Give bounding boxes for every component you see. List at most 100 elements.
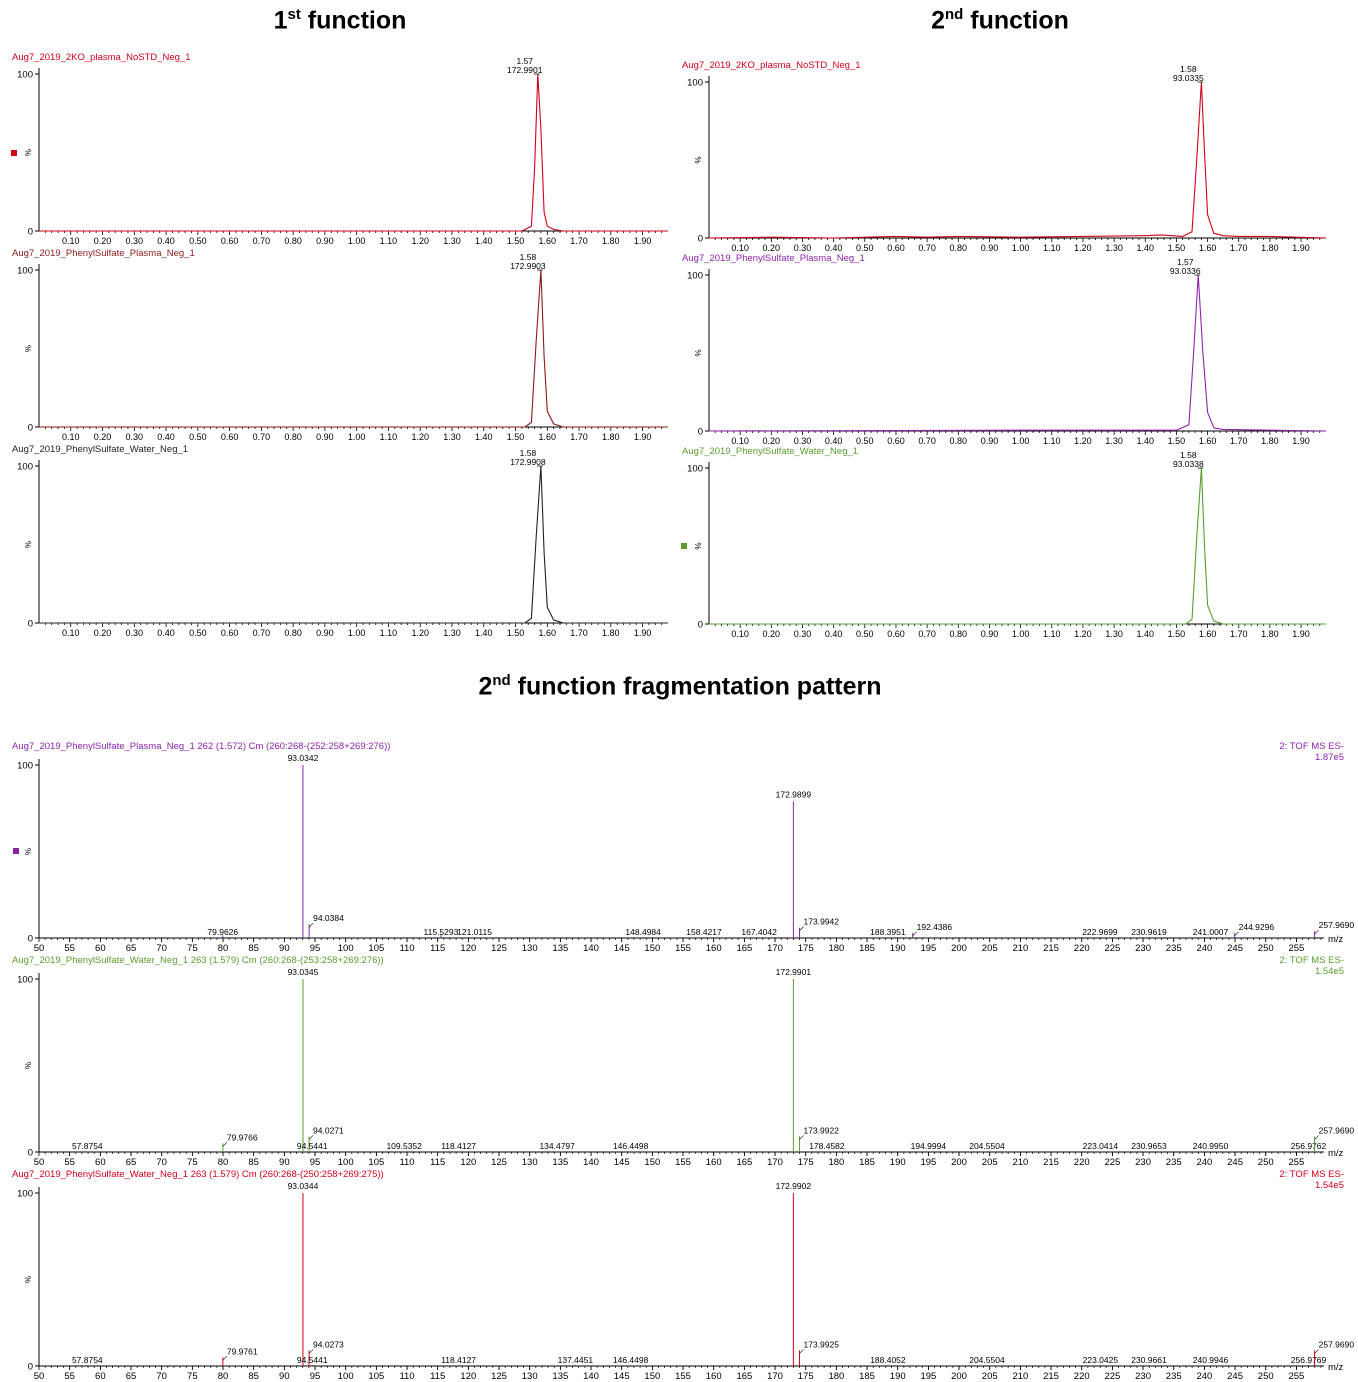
m2-x-tick-label: 175	[798, 1157, 814, 1168]
title-first-function: 1st function	[200, 6, 480, 35]
m2-x-tick-label: 60	[95, 1157, 106, 1168]
m3-x-tick-label: 200	[951, 1371, 967, 1382]
c6-peak-mass-label: 93.0338	[1173, 459, 1204, 469]
m2-x-tick-label: 130	[522, 1157, 538, 1168]
m1-x-tick-label: 160	[706, 943, 722, 954]
m3-x-tick-label: 165	[736, 1371, 752, 1382]
c5-peak-time-label: 1.57	[1177, 257, 1194, 267]
c4-y-axis-label: %	[694, 156, 703, 163]
c3-x-tick-label: 1.00	[348, 628, 366, 638]
c2-x-tick-label: 0.40	[157, 432, 175, 442]
c6-chart-title: Aug7_2019_PhenylSulfate_Water_Neg_1	[682, 446, 858, 457]
m2-x-tick-label: 90	[279, 1157, 290, 1168]
c3-peak-mass-label: 172.9908	[510, 457, 546, 467]
m1-x-tick-label: 75	[187, 943, 198, 954]
m3-y-tick-label: 0	[28, 1362, 33, 1373]
m2-peak-label: 94.0271	[313, 1125, 344, 1135]
c4-y-tick-label: 0	[698, 234, 703, 245]
c2-x-tick-label: 1.50	[507, 432, 525, 442]
m2-x-tick-label: 205	[982, 1157, 998, 1168]
c6-x-tick-label: 1.90	[1292, 629, 1310, 639]
c3-x-tick-label: 1.70	[570, 628, 588, 638]
m2-y-axis-label: %	[24, 1062, 33, 1069]
m2-peak-label: 94.5441	[297, 1141, 328, 1151]
m1-peak-label: 93.0342	[288, 753, 319, 763]
c1-x-tick-label: 1.60	[539, 236, 557, 246]
m3-x-tick-label: 190	[890, 1371, 906, 1382]
m2-x-tick-label: 180	[828, 1157, 844, 1168]
c6-x-tick-label: 0.40	[825, 629, 843, 639]
m2-x-tick-label: 120	[460, 1157, 476, 1168]
c5-x-tick-label: 0.60	[887, 436, 905, 446]
c3-peak-time-label: 1.58	[520, 448, 537, 458]
c1-legend-marker	[11, 150, 17, 156]
c5-x-tick-label: 0.20	[763, 436, 781, 446]
m3-x-tick-label: 60	[95, 1371, 106, 1382]
c1-x-tick-label: 0.10	[62, 236, 80, 246]
c1-series-line	[39, 73, 668, 232]
m2-x-tick-label: 135	[552, 1157, 568, 1168]
m1-peak-label: 158.4217	[686, 927, 722, 937]
m2-peak-label: 194.9994	[911, 1141, 947, 1151]
c5-series-line	[708, 274, 1327, 432]
c5-x-tick-label: 1.10	[1043, 436, 1061, 446]
m3-peak-label: 57.8754	[72, 1355, 103, 1365]
c1-x-tick-label: 1.40	[475, 236, 493, 246]
m1-peak-label: 148.4984	[625, 927, 661, 937]
c3-x-tick-label: 1.50	[507, 628, 525, 638]
c2-x-tick-label: 0.10	[62, 432, 80, 442]
c1-x-tick-label: 0.70	[253, 236, 271, 246]
m3-x-tick-label: 180	[828, 1371, 844, 1382]
c6-y-tick-label: 100	[687, 464, 703, 475]
m2-x-tick-label: 150	[644, 1157, 660, 1168]
c3-x-tick-label: 1.10	[380, 628, 398, 638]
m1-x-tick-label: 150	[644, 943, 660, 954]
m1-peak-label: 241.0007	[1193, 927, 1229, 937]
c2-x-tick-label: 0.60	[221, 432, 239, 442]
c6-x-tick-label: 1.80	[1261, 629, 1279, 639]
m3-x-tick-label: 250	[1258, 1371, 1274, 1382]
c2-x-tick-label: 1.30	[443, 432, 461, 442]
c1-x-tick-label: 1.00	[348, 236, 366, 246]
m2-x-tick-label: 250	[1258, 1157, 1274, 1168]
c4-x-tick-label: 1.50	[1168, 243, 1186, 253]
c3-series-line	[39, 465, 668, 624]
m3-peak-label: 230.9661	[1131, 1355, 1167, 1365]
m3-x-tick-label: 210	[1012, 1371, 1028, 1382]
m3-peak-label: 137.4451	[558, 1355, 594, 1365]
m2-x-tick-label: 185	[859, 1157, 875, 1168]
c2-x-tick-label: 1.90	[634, 432, 652, 442]
m1-x-tick-label: 130	[522, 943, 538, 954]
m3-peak-label: 146.4498	[613, 1355, 649, 1365]
c5-x-tick-label: 0.10	[731, 436, 749, 446]
m2-peak-label: 256.9762	[1291, 1141, 1327, 1151]
m2-peak-label: 118.4127	[441, 1141, 476, 1151]
m3-x-tick-label: 50	[34, 1371, 45, 1382]
title-fragmentation-pattern: 2nd function fragmentation pattern	[380, 672, 980, 701]
m2-x-tick-label: 230	[1135, 1157, 1151, 1168]
c1-peak-time-label: 1.57	[516, 56, 533, 66]
m1-y-tick-label: 0	[28, 934, 33, 945]
c2-chart-title: Aug7_2019_PhenylSulfate_Plasma_Neg_1	[12, 248, 195, 259]
m3-x-tick-label: 215	[1043, 1371, 1059, 1382]
m2-x-tick-label: 115	[430, 1157, 445, 1168]
c4-x-tick-label: 1.20	[1074, 243, 1092, 253]
m1-peak-leader	[799, 926, 804, 931]
c5-x-tick-label: 1.40	[1136, 436, 1154, 446]
m2-x-tick-label: 125	[491, 1157, 507, 1168]
m1-x-tick-label: 250	[1258, 943, 1274, 954]
m1-x-tick-label: 225	[1104, 943, 1120, 954]
c3-x-tick-label: 0.80	[284, 628, 302, 638]
c4-x-tick-label: 0.80	[950, 243, 968, 253]
m1-peak-leader	[308, 922, 314, 928]
m3-peak-label: 223.0425	[1083, 1355, 1119, 1365]
m2-x-tick-label: 195	[920, 1157, 936, 1168]
m2-peak-label: 257.9690	[1319, 1125, 1355, 1135]
c2-x-tick-label: 1.10	[380, 432, 398, 442]
c2-peak-time-label: 1.58	[520, 252, 537, 262]
m2-x-tick-label: 80	[218, 1157, 229, 1168]
m3-instrument-label: 2: TOF MS ES-	[1279, 1169, 1344, 1180]
m1-x-tick-label: 115	[430, 943, 445, 954]
c3-x-tick-label: 0.30	[126, 628, 144, 638]
